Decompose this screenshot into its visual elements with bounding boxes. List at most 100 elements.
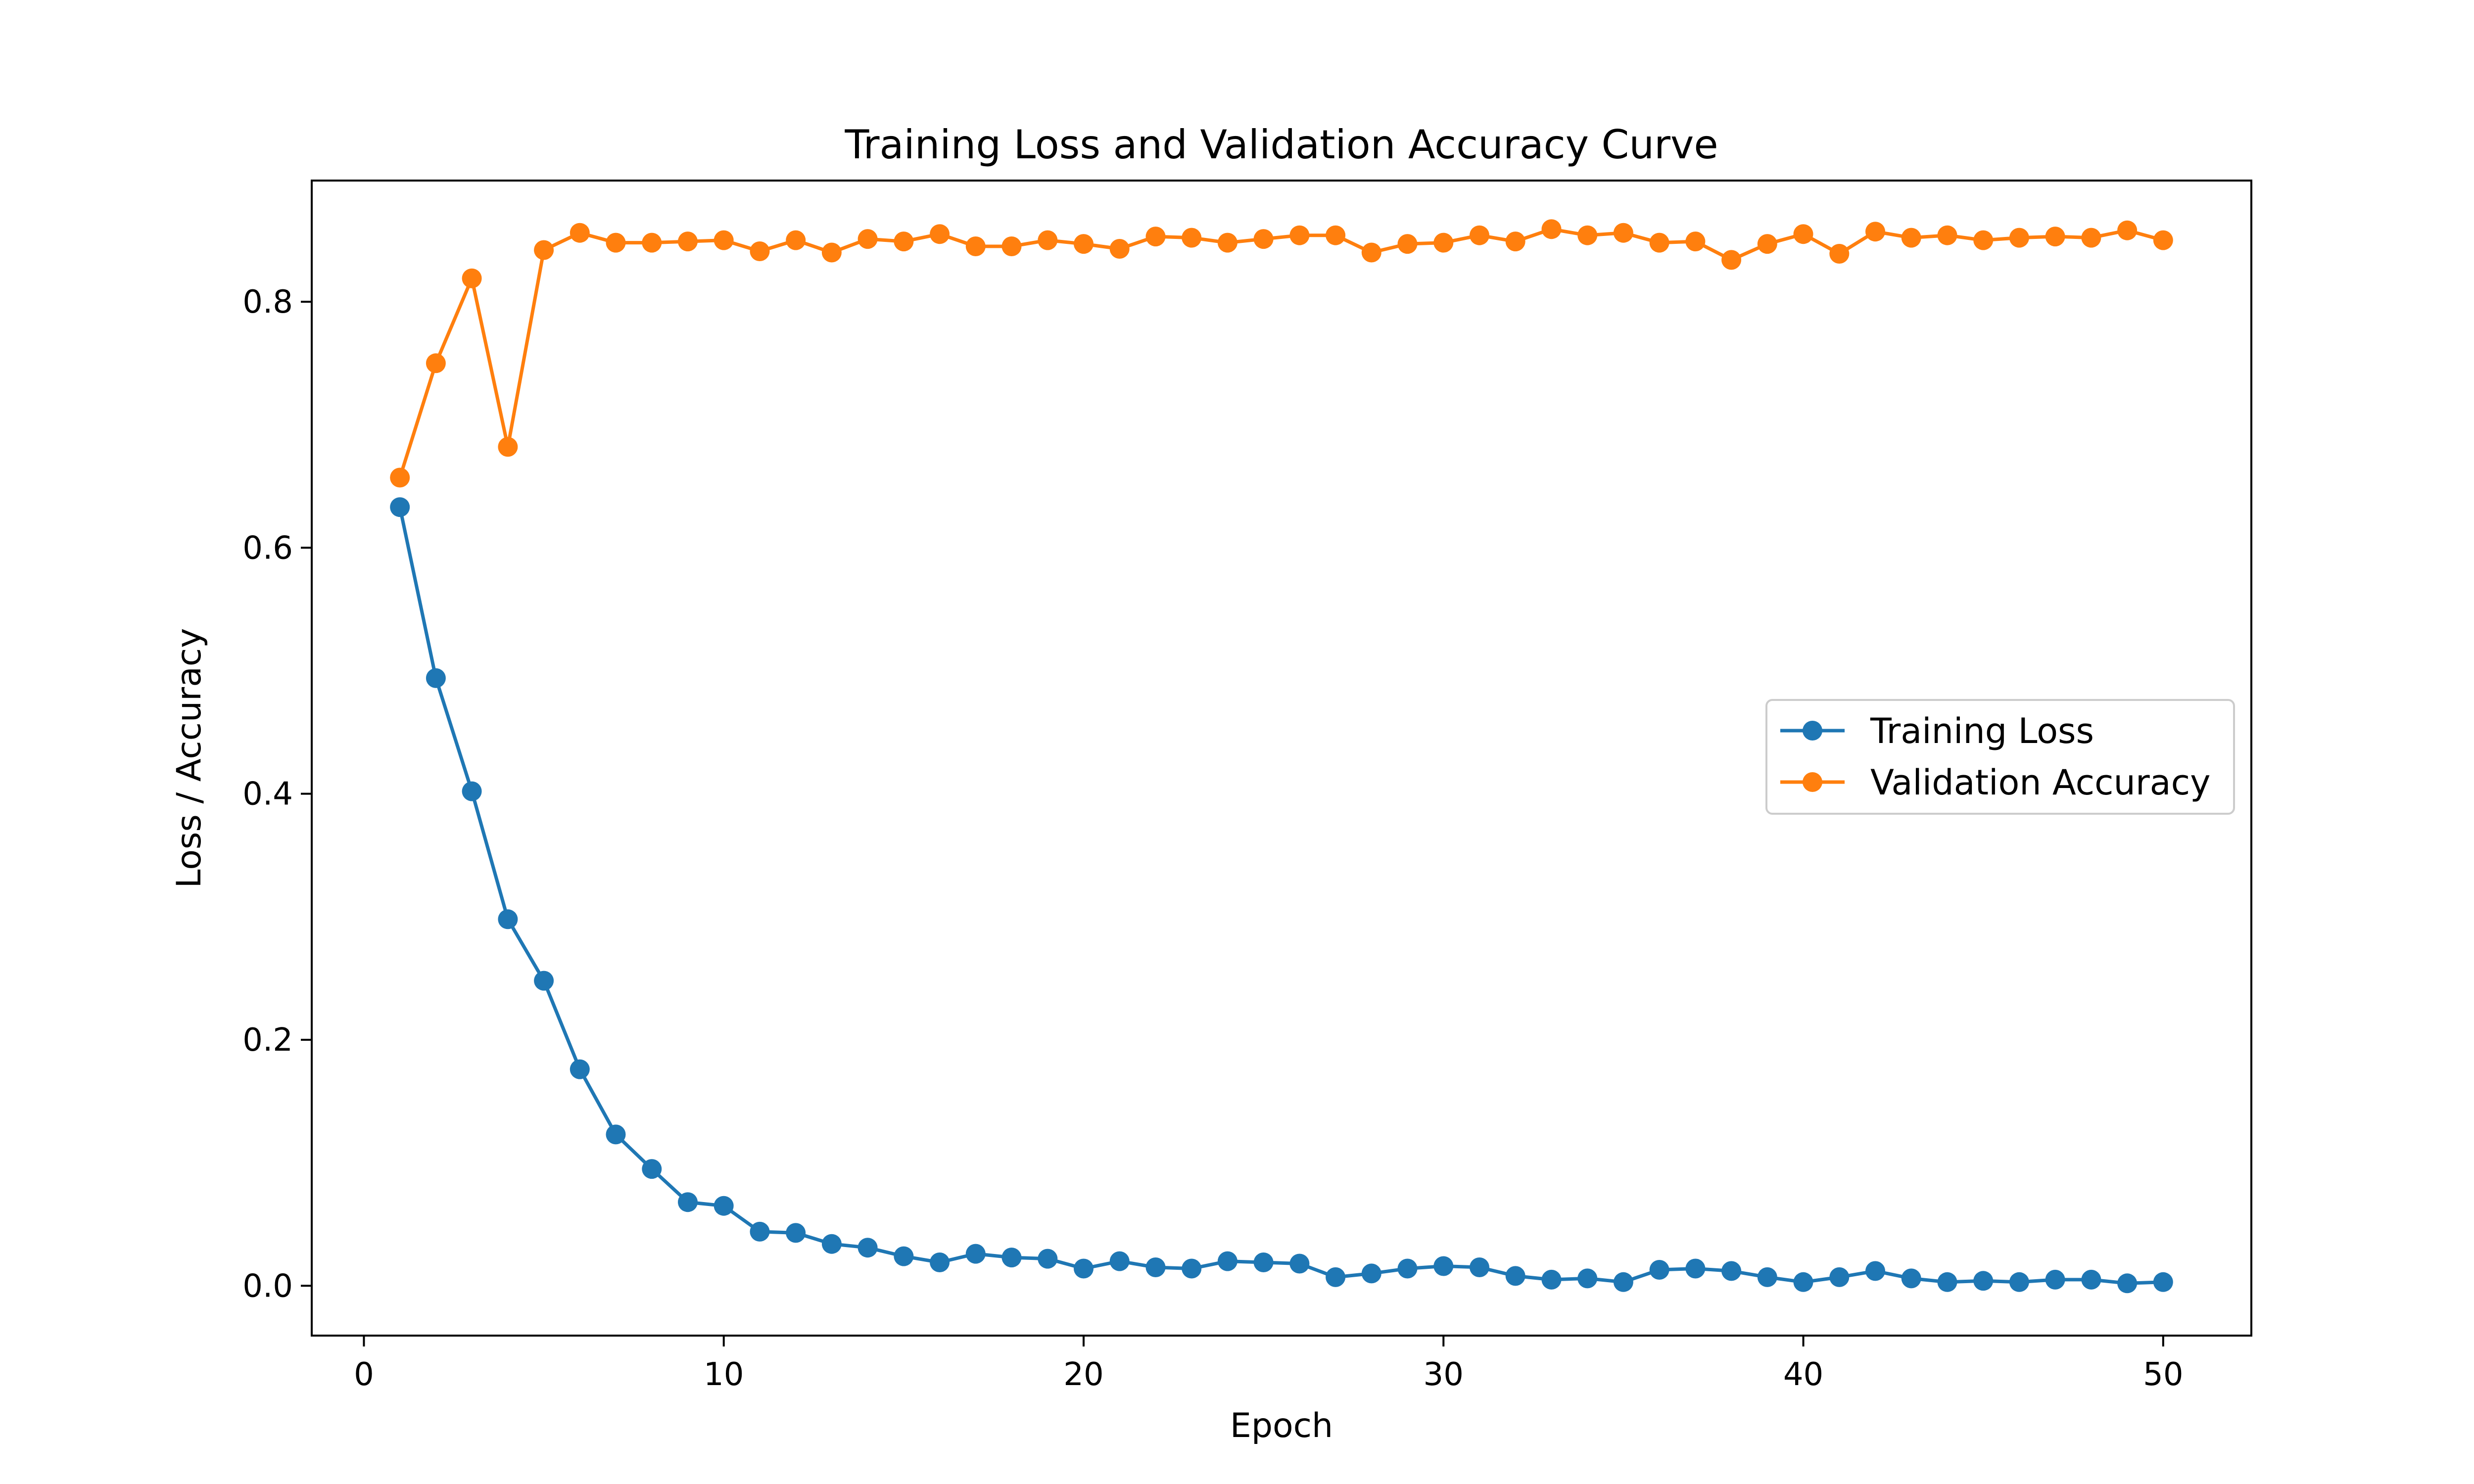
data-point bbox=[821, 242, 842, 263]
data-point bbox=[1721, 250, 1742, 270]
data-point bbox=[1937, 225, 1957, 245]
data-point bbox=[426, 353, 446, 373]
x-tick-label: 20 bbox=[1063, 1356, 1103, 1393]
data-point bbox=[1685, 232, 1706, 252]
data-point bbox=[965, 1244, 986, 1264]
data-point bbox=[1326, 225, 1346, 245]
data-point bbox=[678, 232, 698, 252]
data-point bbox=[930, 224, 950, 244]
data-point bbox=[1470, 225, 1489, 245]
data-point bbox=[606, 232, 626, 253]
data-point bbox=[894, 232, 914, 252]
data-point bbox=[2045, 1269, 2065, 1290]
data-point bbox=[1326, 1267, 1346, 1287]
data-point bbox=[1361, 242, 1381, 263]
data-point bbox=[2153, 230, 2173, 250]
data-point bbox=[1505, 232, 1525, 252]
data-point bbox=[2117, 1273, 2138, 1294]
data-point bbox=[1397, 234, 1418, 254]
legend-marker bbox=[1803, 772, 1822, 792]
data-point bbox=[1973, 230, 1994, 250]
data-point bbox=[1217, 232, 1237, 253]
data-point bbox=[1074, 234, 1094, 254]
legend-marker bbox=[1803, 721, 1822, 741]
data-point bbox=[714, 1196, 734, 1216]
data-point bbox=[894, 1246, 914, 1266]
data-point bbox=[1721, 1261, 1742, 1281]
data-point bbox=[1109, 239, 1130, 259]
data-point bbox=[1433, 232, 1454, 253]
data-point bbox=[1937, 1272, 1957, 1292]
data-point bbox=[1829, 244, 1850, 264]
data-point bbox=[750, 241, 770, 261]
legend-box bbox=[1765, 699, 2235, 815]
data-point bbox=[1541, 219, 1562, 239]
legend-label: Validation Accuracy bbox=[1870, 762, 2211, 803]
data-point bbox=[714, 230, 734, 250]
data-point bbox=[1757, 234, 1777, 254]
data-point bbox=[1253, 229, 1274, 249]
data-point bbox=[1182, 228, 1202, 248]
data-point bbox=[642, 232, 662, 253]
data-point bbox=[1541, 1269, 1562, 1290]
data-point bbox=[642, 1159, 662, 1179]
data-point bbox=[498, 437, 518, 457]
data-point bbox=[2045, 227, 2065, 247]
x-tick-label: 50 bbox=[2143, 1356, 2183, 1393]
data-point bbox=[1109, 1251, 1130, 1271]
series-1 bbox=[390, 219, 2173, 488]
data-point bbox=[1145, 227, 1166, 247]
legend-item: Training Loss bbox=[1780, 711, 2094, 751]
data-point bbox=[570, 1059, 590, 1079]
y-tick-label: 0.8 bbox=[242, 284, 293, 321]
y-tick-label: 0.6 bbox=[242, 530, 293, 566]
data-point bbox=[534, 240, 554, 260]
data-point bbox=[930, 1252, 950, 1272]
data-point bbox=[821, 1234, 842, 1254]
data-point bbox=[1253, 1252, 1274, 1272]
data-point bbox=[1289, 1253, 1310, 1274]
data-point bbox=[1577, 1268, 1598, 1289]
data-point bbox=[1038, 230, 1058, 250]
data-point bbox=[462, 781, 482, 801]
data-point bbox=[534, 971, 554, 991]
data-point bbox=[1217, 1251, 1237, 1271]
data-point bbox=[1973, 1271, 1994, 1291]
legend-item: Validation Accuracy bbox=[1780, 762, 2211, 803]
data-point bbox=[1757, 1267, 1777, 1287]
data-point bbox=[2153, 1272, 2173, 1292]
data-point bbox=[1505, 1266, 1525, 1286]
y-axis: 0.0 0.2 0.4 0.6 0.8 bbox=[242, 284, 312, 1304]
data-point bbox=[1577, 225, 1598, 245]
data-point bbox=[606, 1124, 626, 1145]
data-point bbox=[2081, 1269, 2101, 1290]
data-point bbox=[1865, 222, 1885, 242]
data-point bbox=[1145, 1257, 1166, 1277]
x-axis: 0 10 20 30 40 50 bbox=[354, 1336, 2184, 1393]
data-point bbox=[1470, 1257, 1489, 1277]
data-point bbox=[1038, 1249, 1058, 1269]
data-point bbox=[1613, 1272, 1633, 1292]
x-tick-label: 40 bbox=[1783, 1356, 1823, 1393]
y-tick-label: 0.2 bbox=[242, 1022, 293, 1059]
data-point bbox=[390, 467, 410, 488]
y-tick-label: 0.4 bbox=[242, 776, 293, 813]
data-point bbox=[1793, 1272, 1813, 1292]
data-point bbox=[857, 1238, 878, 1258]
data-point bbox=[2009, 228, 2029, 248]
legend: Training Loss Validation Accuracy bbox=[1765, 699, 2235, 815]
y-tick-label: 0.0 bbox=[242, 1268, 293, 1304]
series-0 bbox=[390, 497, 2173, 1294]
y-axis-label: Loss / Accuracy bbox=[170, 628, 209, 888]
data-point bbox=[1361, 1263, 1381, 1284]
data-point bbox=[390, 497, 410, 517]
data-point bbox=[1901, 228, 1921, 248]
data-point bbox=[1685, 1258, 1706, 1279]
data-point bbox=[1865, 1261, 1885, 1281]
data-point bbox=[1397, 1258, 1418, 1279]
data-point bbox=[1433, 1256, 1454, 1276]
data-point bbox=[786, 230, 806, 250]
data-point bbox=[1182, 1258, 1202, 1279]
data-point bbox=[1289, 225, 1310, 245]
